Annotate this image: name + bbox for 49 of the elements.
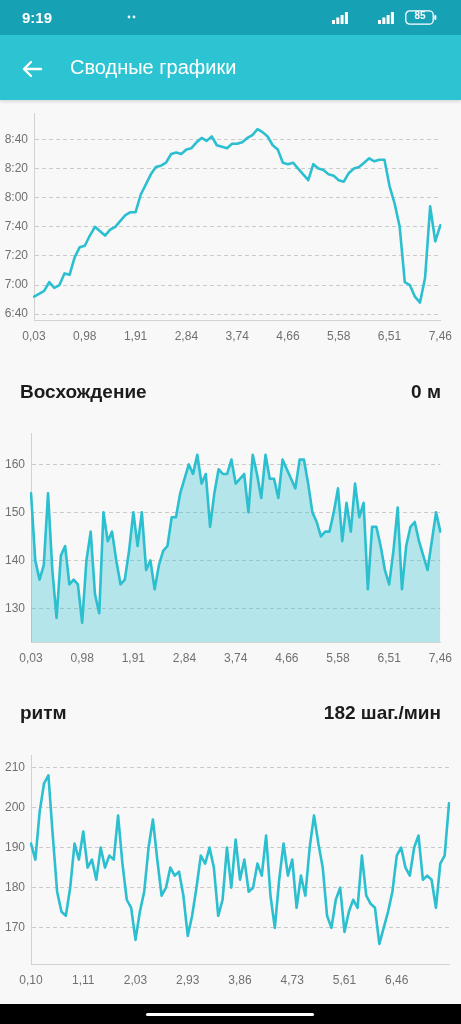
x-tick-label: 5,61 bbox=[332, 972, 357, 987]
x-tick-label: 5,58 bbox=[327, 328, 351, 343]
chart-title: Восхождение bbox=[20, 381, 147, 404]
x-tick-label: 0,10 bbox=[19, 972, 43, 987]
x-tick-label: 2,84 bbox=[174, 328, 199, 343]
chart-title: Сводные графики bbox=[70, 56, 237, 80]
y-tick-label: 7:00 bbox=[4, 277, 29, 292]
x-tick-label: 7,46 bbox=[428, 328, 453, 343]
x-tick-label: 1,91 bbox=[123, 328, 148, 343]
x-tick-label: 1,91 bbox=[121, 650, 146, 665]
y-tick-label: 160 bbox=[4, 456, 26, 471]
x-tick-label: 3,74 bbox=[225, 328, 250, 343]
x-tick-label: 0,98 bbox=[70, 650, 95, 665]
x-tick-label: 4,66 bbox=[275, 650, 299, 665]
y-tick-label: 200 bbox=[4, 799, 26, 814]
x-tick-label: 2,93 bbox=[176, 972, 200, 987]
x-tick-label: 0,03 bbox=[22, 328, 46, 343]
y-tick-label: 140 bbox=[4, 552, 26, 567]
y-tick-label: 150 bbox=[4, 504, 26, 519]
x-tick-label: 4,73 bbox=[280, 972, 305, 987]
y-tick-label: 6:40 bbox=[4, 306, 29, 321]
x-tick-label: 2,03 bbox=[123, 972, 148, 987]
y-tick-label: 8:40 bbox=[4, 131, 29, 146]
y-tick-label: 180 bbox=[4, 880, 26, 895]
x-tick-label: 6,51 bbox=[377, 650, 402, 665]
x-tick-label: 4,66 bbox=[276, 328, 300, 343]
x-tick-label: 7,46 bbox=[428, 650, 453, 665]
y-tick-label: 8:00 bbox=[4, 189, 29, 204]
x-tick-label: 0,03 bbox=[19, 650, 43, 665]
chart-title: ритм bbox=[20, 702, 67, 725]
x-tick-label: 3,86 bbox=[228, 972, 252, 987]
chart-subtitle: 182 шаг./мин bbox=[323, 702, 441, 725]
text: 85 bbox=[413, 10, 427, 21]
x-tick-label: 6,46 bbox=[385, 972, 409, 987]
x-tick-label: 0,98 bbox=[73, 328, 97, 343]
x-tick-label: 1,11 bbox=[72, 972, 95, 987]
y-tick-label: 170 bbox=[4, 920, 26, 935]
y-tick-label: 7:20 bbox=[4, 248, 29, 263]
x-tick-label: 3,74 bbox=[223, 650, 248, 665]
x-tick-label: 5,58 bbox=[326, 650, 350, 665]
text: 9:19 bbox=[22, 9, 53, 26]
y-tick-label: 8:20 bbox=[4, 160, 29, 175]
x-tick-label: 2,84 bbox=[172, 650, 197, 665]
y-tick-label: 130 bbox=[4, 600, 26, 615]
y-tick-label: 7:40 bbox=[4, 219, 29, 234]
y-tick-label: 210 bbox=[4, 759, 26, 774]
y-tick-label: 190 bbox=[4, 839, 26, 854]
chart-subtitle: 0 м bbox=[411, 381, 441, 404]
x-tick-label: 6,51 bbox=[377, 328, 402, 343]
